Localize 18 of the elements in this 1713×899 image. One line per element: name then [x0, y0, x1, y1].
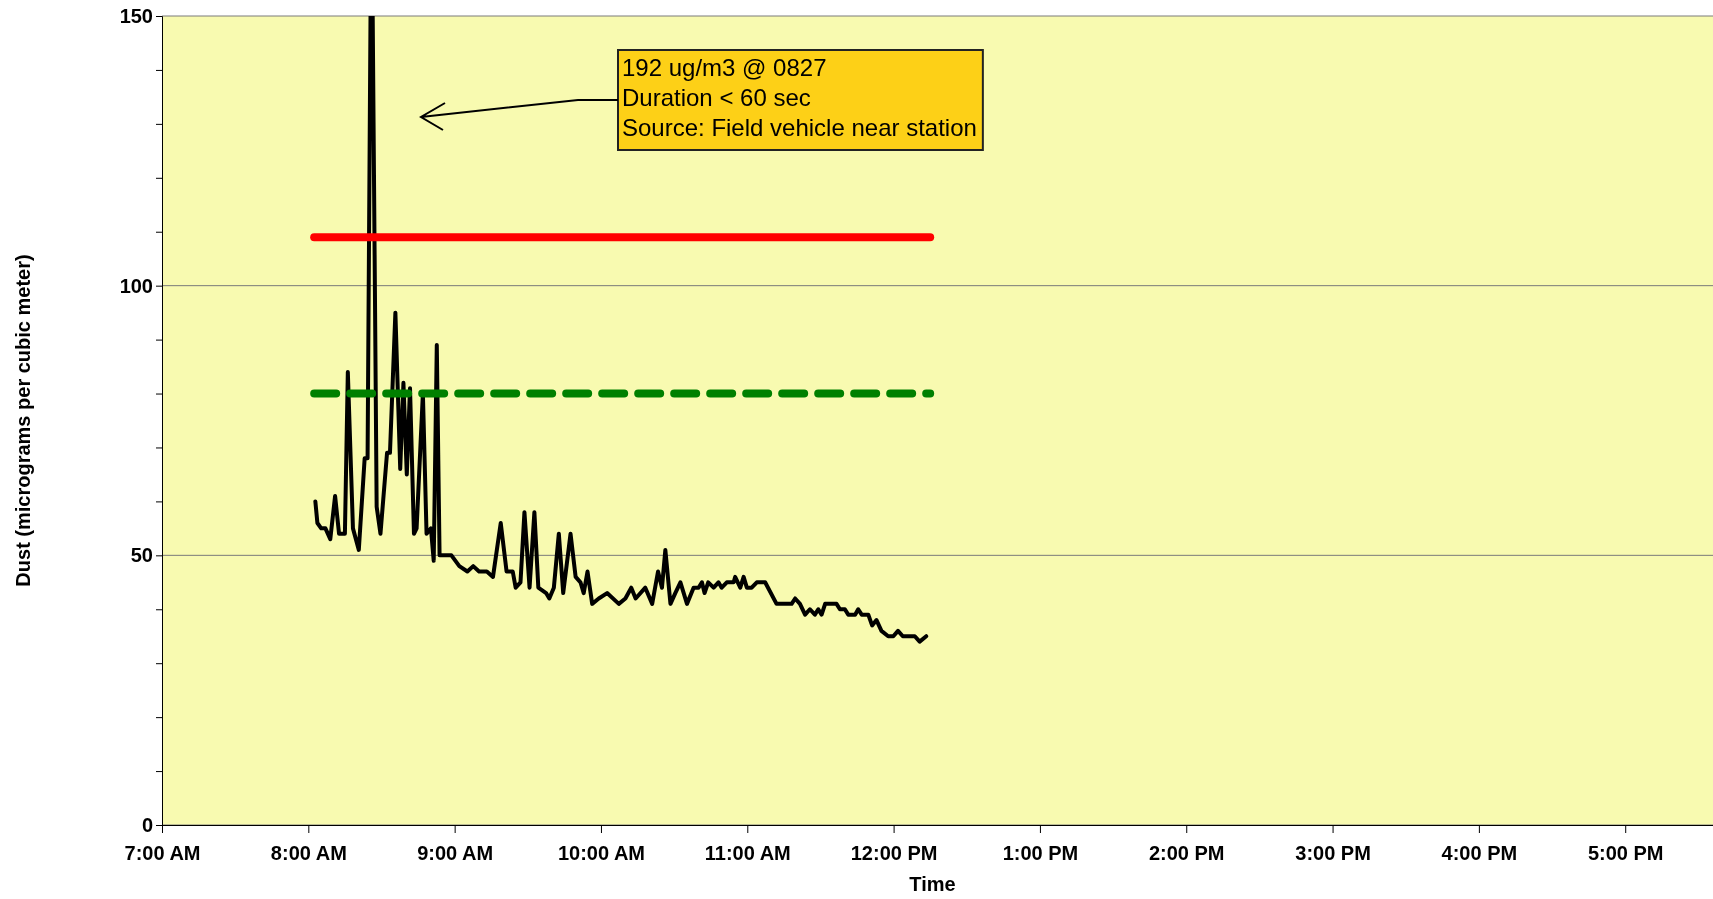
- x-tick-label: 11:00 AM: [704, 842, 791, 864]
- x-tick-label: 10:00 AM: [557, 842, 645, 864]
- x-tick-label: 7:00 AM: [124, 842, 201, 864]
- y-tick-label: 100: [119, 274, 153, 297]
- x-tick-label: 8:00 AM: [270, 842, 347, 864]
- y-tick-label: 0: [141, 813, 153, 836]
- x-tick-label: 9:00 AM: [417, 842, 494, 864]
- x-tick-label: 2:00 PM: [1148, 842, 1225, 864]
- x-tick-label: 3:00 PM: [1295, 842, 1371, 864]
- y-axis-title: Dust (micrograms per cubic meter): [12, 254, 34, 587]
- y-tick-label: 150: [119, 4, 153, 27]
- x-tick-label: 12:00 PM: [850, 842, 938, 864]
- x-tick-label: 4:00 PM: [1441, 842, 1518, 864]
- x-tick-label: 1:00 PM: [1002, 842, 1079, 864]
- x-axis-title: Time: [909, 873, 956, 895]
- y-tick-label: 50: [130, 544, 153, 567]
- x-tick-label: 5:00 PM: [1587, 842, 1664, 864]
- annotation: 192 ug/m3 @ 0827 Duration < 60 sec Source: Field vehicle near station: [622, 54, 977, 141]
